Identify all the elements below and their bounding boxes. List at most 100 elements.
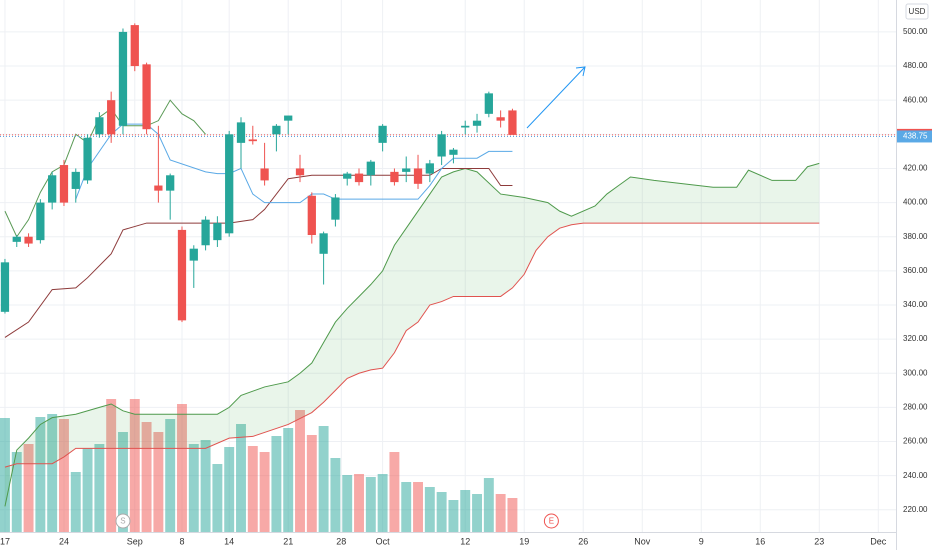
volume-bar	[448, 500, 459, 532]
volume-bar	[247, 446, 258, 532]
candle-body	[366, 161, 375, 176]
volume-bar	[377, 474, 388, 532]
candle-body	[437, 134, 446, 157]
cloud-fill	[4, 163, 820, 507]
candle-body	[24, 236, 33, 244]
volume-bar	[365, 477, 376, 532]
currency-box	[905, 3, 929, 20]
y-tick-label: 240.00	[903, 471, 928, 480]
y-tick-label: 220.00	[903, 505, 928, 514]
y-tick-label: 460.00	[903, 95, 928, 104]
volume-bar	[200, 440, 211, 532]
leading-span-a	[4, 162, 820, 507]
y-tick-label: 320.00	[903, 334, 928, 343]
x-tick-label: 28	[336, 536, 346, 546]
candle-body	[0, 262, 10, 312]
candle-body	[189, 248, 198, 261]
candle-body	[130, 25, 139, 67]
x-tick-label: 16	[755, 536, 765, 546]
candle-body	[284, 115, 293, 121]
candle-body	[71, 171, 80, 189]
volume-bar	[118, 432, 128, 532]
trend-arrow-head	[575, 66, 586, 77]
candle-body	[461, 125, 470, 128]
price-badge-label: 438.75	[903, 132, 928, 141]
candle-body	[201, 219, 210, 246]
volume-bar	[295, 410, 305, 532]
candle-body	[48, 175, 57, 203]
volume-bar	[47, 414, 58, 532]
candle-body	[213, 223, 222, 241]
y-tick-label: 360.00	[903, 266, 928, 275]
candle-body	[177, 229, 187, 321]
x-tick-label: 24	[59, 536, 69, 546]
candle-body	[95, 117, 104, 135]
candle-body	[166, 175, 175, 191]
candle-body	[425, 163, 434, 174]
price-badge	[897, 130, 932, 143]
volume-bar	[35, 417, 46, 532]
volume-bar	[0, 418, 10, 532]
x-tick-label: 8	[179, 536, 184, 546]
candle-body	[59, 165, 69, 203]
candle-body	[354, 173, 364, 183]
volume-bar	[224, 447, 235, 532]
volume-bar	[165, 419, 176, 532]
candle-body	[154, 185, 163, 191]
y-tick-label: 260.00	[903, 437, 928, 446]
candle-body	[272, 125, 281, 135]
volume-bar	[177, 404, 187, 532]
currency: USD	[909, 7, 926, 16]
x-tick-label: 23	[814, 536, 824, 546]
volume-bar	[271, 436, 282, 532]
volume-bar	[94, 444, 105, 532]
x-tick-label: Nov	[634, 536, 651, 546]
candle-body	[36, 202, 45, 241]
candle-body	[83, 137, 92, 181]
candle-body	[472, 120, 482, 126]
candle-body	[260, 168, 269, 181]
x-tick-label: 19	[519, 536, 529, 546]
candle-body	[508, 110, 517, 135]
volume-bar	[106, 399, 117, 532]
candle-body	[142, 64, 151, 130]
candle-body	[331, 197, 340, 220]
x-tick-label: 17	[0, 536, 10, 546]
x-tick-label: Dec	[870, 536, 887, 546]
y-tick-label: 280.00	[903, 403, 928, 412]
x-tick-label: Sep	[127, 536, 143, 546]
x-tick-label: 14	[224, 536, 234, 546]
candle-body	[390, 171, 399, 183]
volume-bar	[389, 452, 400, 532]
volume-bar	[212, 464, 223, 532]
volume-bar	[483, 478, 494, 532]
leading-span-b	[4, 222, 820, 468]
event-marker	[543, 513, 559, 529]
candle-body	[225, 134, 234, 234]
volume-bar	[424, 487, 435, 532]
y-tick-label: 300.00	[903, 368, 928, 377]
volume-bar	[342, 475, 353, 532]
volume-bar	[318, 426, 329, 532]
volume-bar	[495, 494, 506, 532]
candle-body	[118, 31, 128, 126]
volume-bar	[59, 419, 69, 532]
volume-bar	[472, 494, 482, 532]
y-tick-label: 400.00	[903, 198, 928, 207]
volume-bar	[236, 424, 246, 532]
volume-bar	[70, 472, 81, 532]
volume-bar	[11, 452, 22, 532]
candle-body	[496, 117, 505, 121]
lagging-span	[4, 99, 206, 238]
event-label: S	[120, 517, 125, 526]
volume-bar	[153, 432, 164, 532]
candle-body	[107, 100, 116, 135]
candle-body	[413, 168, 423, 184]
volume-bar	[330, 458, 341, 532]
y-tick-label: 340.00	[903, 300, 928, 309]
candle-body	[343, 173, 352, 179]
x-tick-label: 9	[699, 536, 704, 546]
trend-arrow	[526, 66, 586, 129]
candle-body	[295, 168, 305, 176]
